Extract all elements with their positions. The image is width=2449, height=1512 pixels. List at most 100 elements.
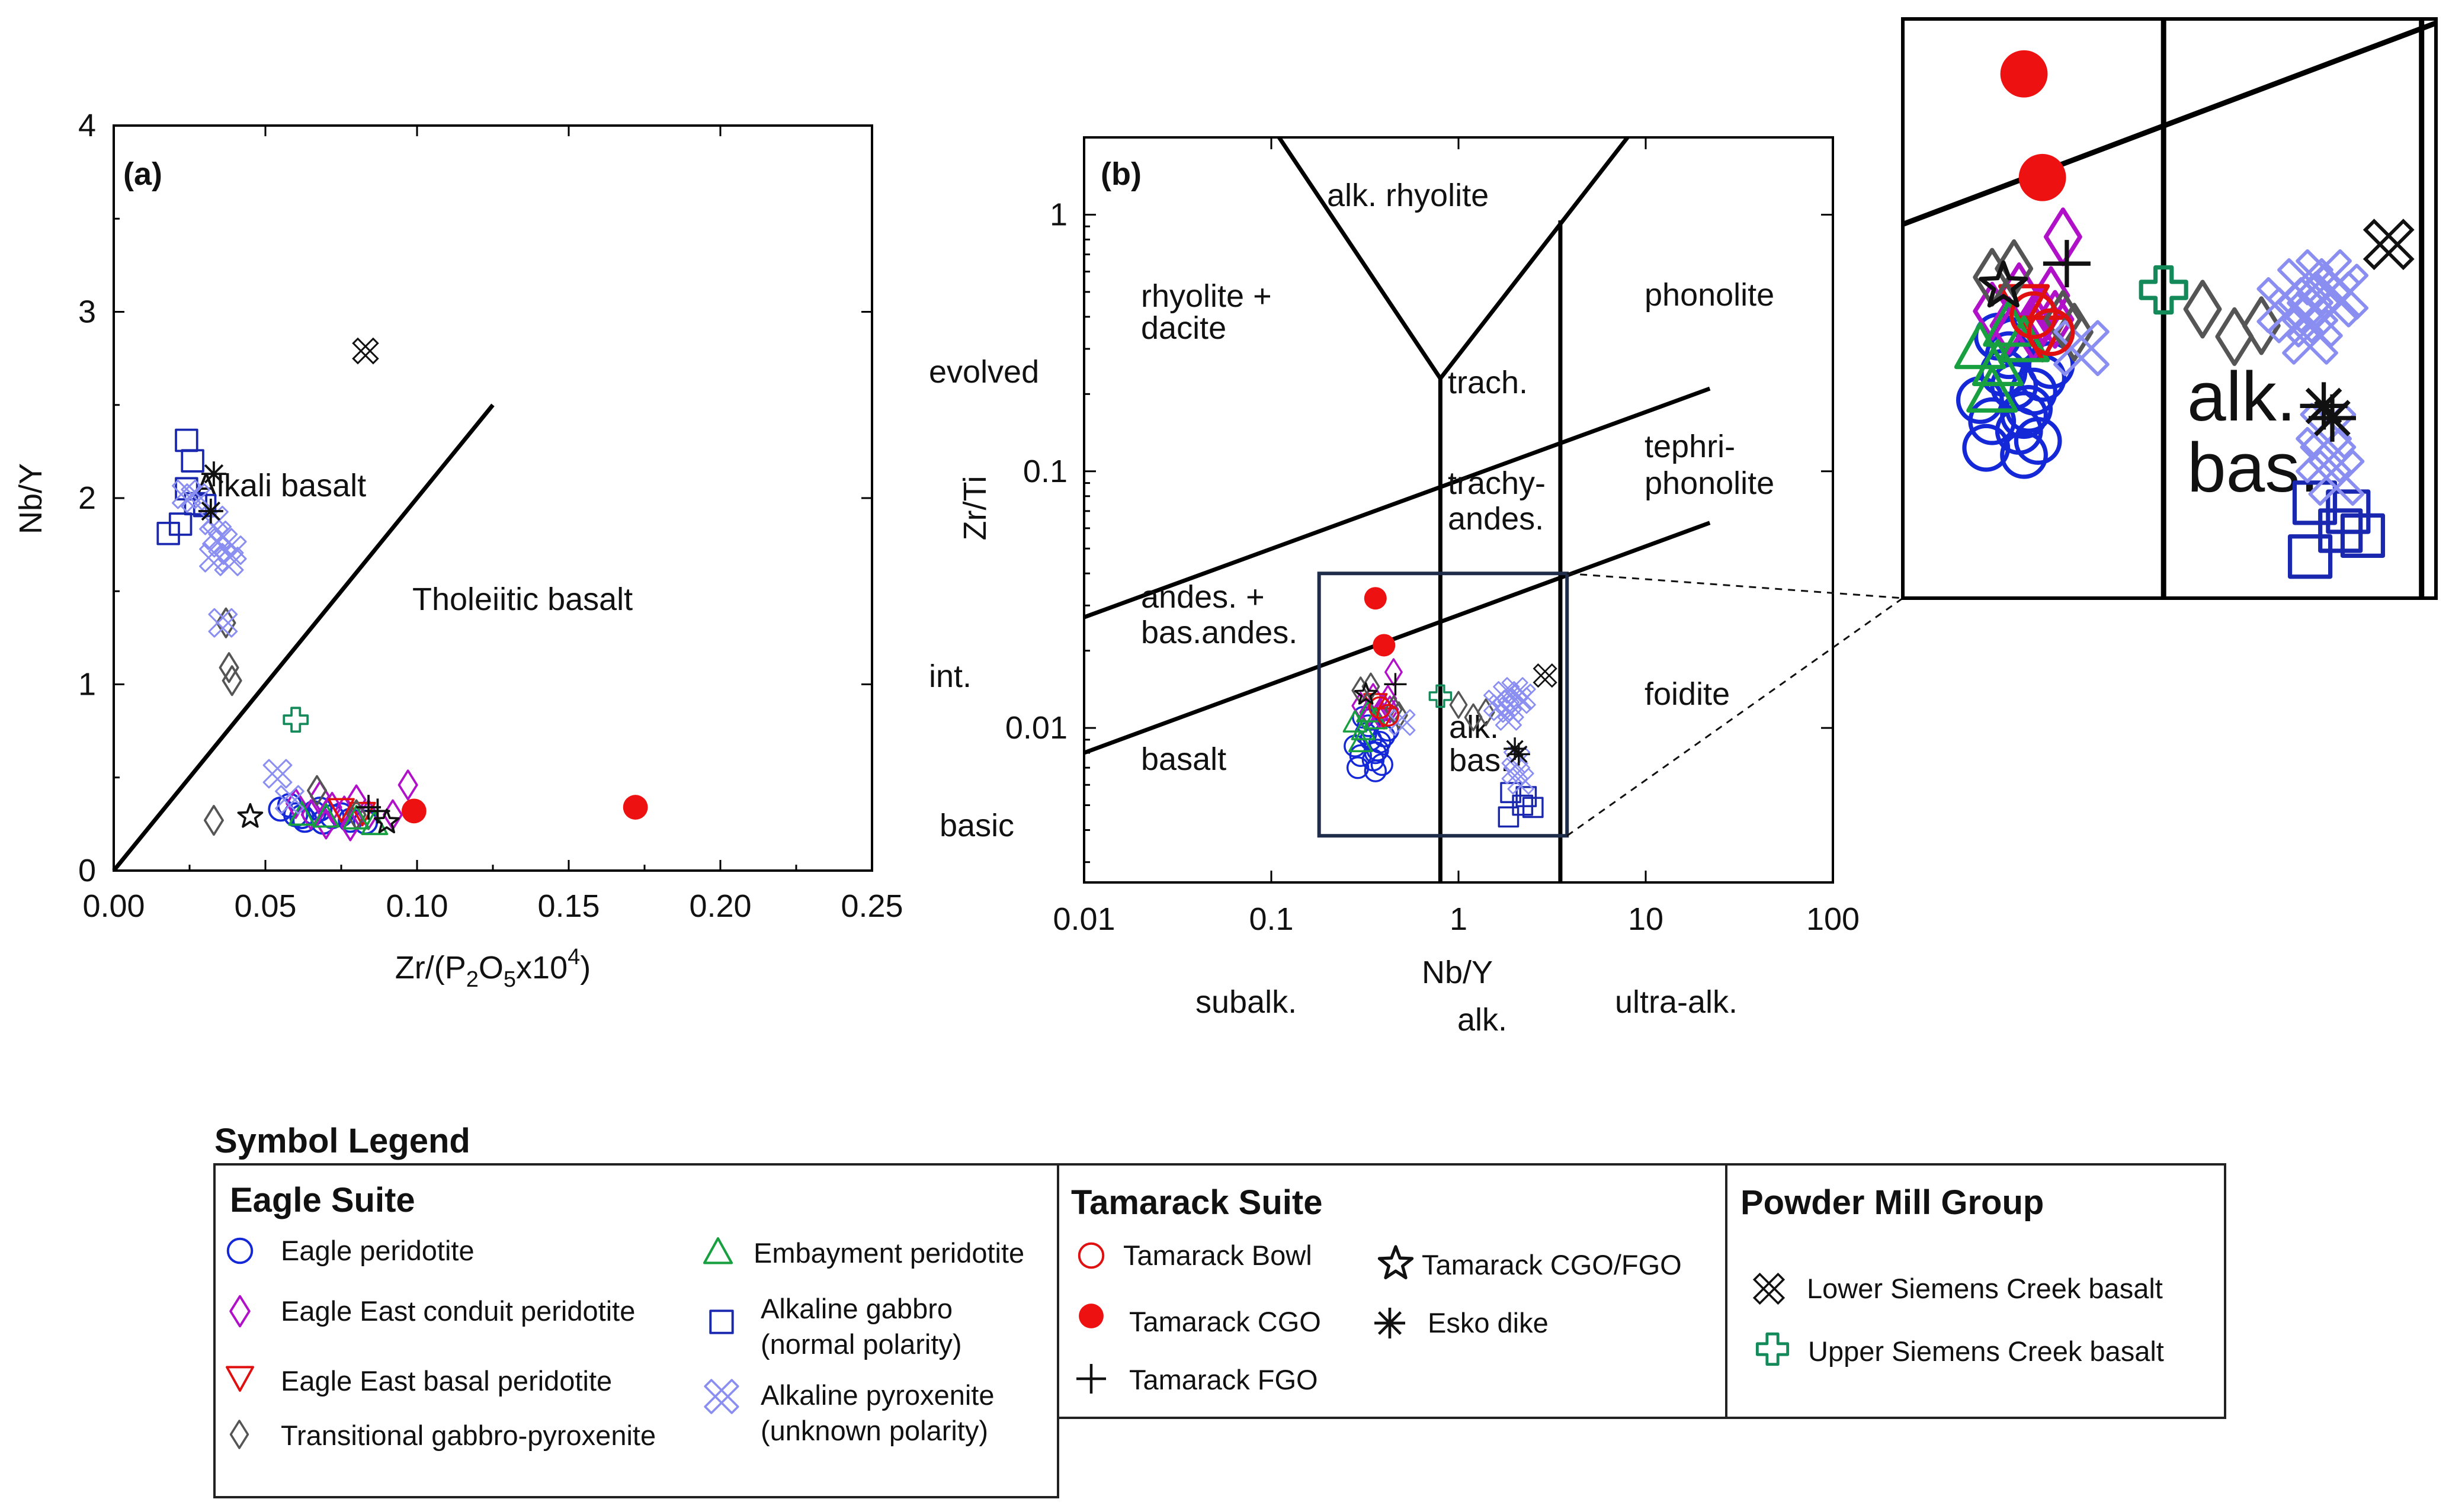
x-tick-label: 0.1	[1249, 901, 1293, 937]
legend-marker-triangle	[703, 1237, 733, 1264]
data-point	[1507, 743, 1530, 766]
inset-series-alkaline-gabbro-normal-polarity-	[2287, 480, 2386, 579]
x-tick-label: 0.00	[82, 888, 145, 924]
data-point	[1364, 587, 1387, 610]
data-point	[1533, 663, 1557, 688]
legend-marker-plus	[1076, 1364, 1106, 1394]
data-point	[2139, 265, 2188, 315]
legend-marker-circle	[1078, 1242, 1105, 1269]
panel-a-divider-line	[112, 403, 495, 872]
x-tick-label: 0.05	[234, 888, 296, 924]
series-upper-siemens-creek-basalt	[1428, 684, 1453, 708]
legend-item-label: Esko dike	[1428, 1307, 1549, 1338]
data-point	[156, 522, 180, 545]
series-tamarack-cgo-fgo	[1354, 682, 1378, 705]
data-point	[175, 428, 198, 452]
x-tick-label: 0.10	[386, 888, 448, 924]
field-trachy: trachy-	[1448, 466, 1546, 501]
bottom-alk: alk.	[1457, 1002, 1507, 1038]
legend-marker-xfat	[704, 1379, 739, 1414]
data-point	[2014, 417, 2062, 465]
legend-item-label: Tamarack Bowl	[1123, 1240, 1312, 1271]
y-tick-label: 0.1	[1023, 454, 1068, 489]
field-tephri-phonolite: phonolite	[1645, 466, 1774, 501]
bottom-subalk: subalk.	[1195, 984, 1297, 1020]
data-point	[2292, 480, 2338, 525]
classification-line	[1277, 136, 1443, 380]
data-point	[1979, 260, 2028, 308]
legend-item-label: Upper Siemens Creek basalt	[1808, 1336, 2164, 1367]
field-trach: trach.	[1448, 365, 1528, 400]
legend-item-label: Transitional gabbro-pyroxenite	[281, 1420, 656, 1451]
series-tamarack-cgo	[401, 795, 648, 824]
legend-item-label: Alkaline pyroxenite	[761, 1379, 995, 1411]
legend-marker-dot	[1079, 1304, 1104, 1328]
data-point	[2000, 50, 2048, 98]
inset-classification-line	[1903, 20, 2436, 227]
legend-item-label-2: (unknown polarity)	[761, 1415, 988, 1446]
data-point	[1966, 365, 2018, 413]
x-tick-label: 0.25	[841, 888, 903, 924]
legend-item-label: Tamarack FGO	[1129, 1364, 1318, 1395]
data-point	[181, 449, 204, 473]
data-point	[1504, 737, 1527, 760]
panel-b-label: (b)	[1101, 156, 1142, 192]
x-tick-label: 1	[1450, 901, 1467, 937]
panel-a-label: (a)	[123, 156, 162, 192]
data-point	[219, 652, 239, 683]
panel-a-ticks: 0.00 0.05 0.10 0.15 0.20 0.25 0 1 2 3 4	[78, 108, 903, 924]
data-point	[216, 607, 236, 638]
legend-item-eagle-peridotite: Eagle peridotite	[226, 1235, 475, 1266]
data-point	[214, 547, 244, 576]
panel-b-points	[1342, 587, 1557, 828]
data-point	[307, 775, 328, 806]
data-point	[1384, 658, 1403, 686]
legend-marker-diamond	[229, 1295, 251, 1328]
series-esko-dike	[1504, 737, 1530, 766]
series-esko-dike	[198, 461, 226, 524]
x-tick-label: 0.20	[689, 888, 751, 924]
series-tamarack-cgo	[1364, 587, 1396, 657]
data-point	[401, 798, 427, 824]
x-tick-label: 10	[1628, 901, 1663, 937]
data-point	[181, 483, 211, 513]
field-rhyolite: rhyolite +	[1141, 278, 1272, 314]
panel-a-tholeiitic-label: Tholeiitic basalt	[412, 582, 633, 617]
inset-series-esko-dike	[2300, 382, 2356, 442]
legend-marker-triangle-down	[226, 1366, 254, 1392]
zoom-connector	[1566, 597, 1903, 837]
data-point	[1376, 704, 1400, 727]
panel-a-ylabel: Nb/Y	[13, 463, 49, 534]
data-point	[1389, 709, 1416, 736]
panel-b-xlabel: Nb/Y	[1422, 955, 1493, 990]
legend-group-eagle-title: Eagle Suite	[230, 1181, 415, 1219]
legend-marker-square	[709, 1309, 734, 1334]
legend-marker-triangle-down	[226, 1366, 254, 1392]
classification-line	[1438, 136, 1630, 380]
data-point	[2308, 450, 2365, 506]
data-point	[1373, 634, 1396, 657]
field-basalt: basalt	[1141, 741, 1226, 777]
legend-item-esko-dike: Esko dike	[1374, 1307, 1549, 1338]
legend-item-tamarack-cgo-fgo: Tamarack CGO/FGO	[1377, 1245, 1682, 1280]
panel-b: 0.01 0.1 1 10 100 0.01 0.1 1 (b) alk. rhyolite …	[929, 136, 1903, 1038]
legend-marker-triangle	[703, 1237, 733, 1264]
data-point	[2043, 240, 2091, 288]
data-point	[1972, 339, 2024, 386]
legend-item-label-2: (normal polarity)	[761, 1328, 962, 1360]
data-point	[322, 792, 342, 823]
data-point	[342, 805, 370, 830]
legend-marker-circle	[226, 1237, 254, 1264]
series-alkaline-gabbro-normal-polarity-	[1498, 782, 1544, 828]
data-point	[2053, 320, 2110, 377]
panel-b-ticks: 0.01 0.1 1 10 100 0.01 0.1 1	[1005, 136, 1860, 937]
legend-group-powdermill-title: Powder Mill Group	[1740, 1183, 2044, 1222]
legend-marker-dot	[1079, 1304, 1104, 1328]
legend-marker-diamond	[229, 1420, 249, 1449]
inset-series-tamarack-bowl	[2009, 291, 2075, 357]
panel-b-classification-lines	[1083, 136, 1711, 882]
data-point	[237, 802, 264, 828]
field-dacite: dacite	[1141, 310, 1226, 346]
zoom-connector	[1567, 572, 1903, 599]
